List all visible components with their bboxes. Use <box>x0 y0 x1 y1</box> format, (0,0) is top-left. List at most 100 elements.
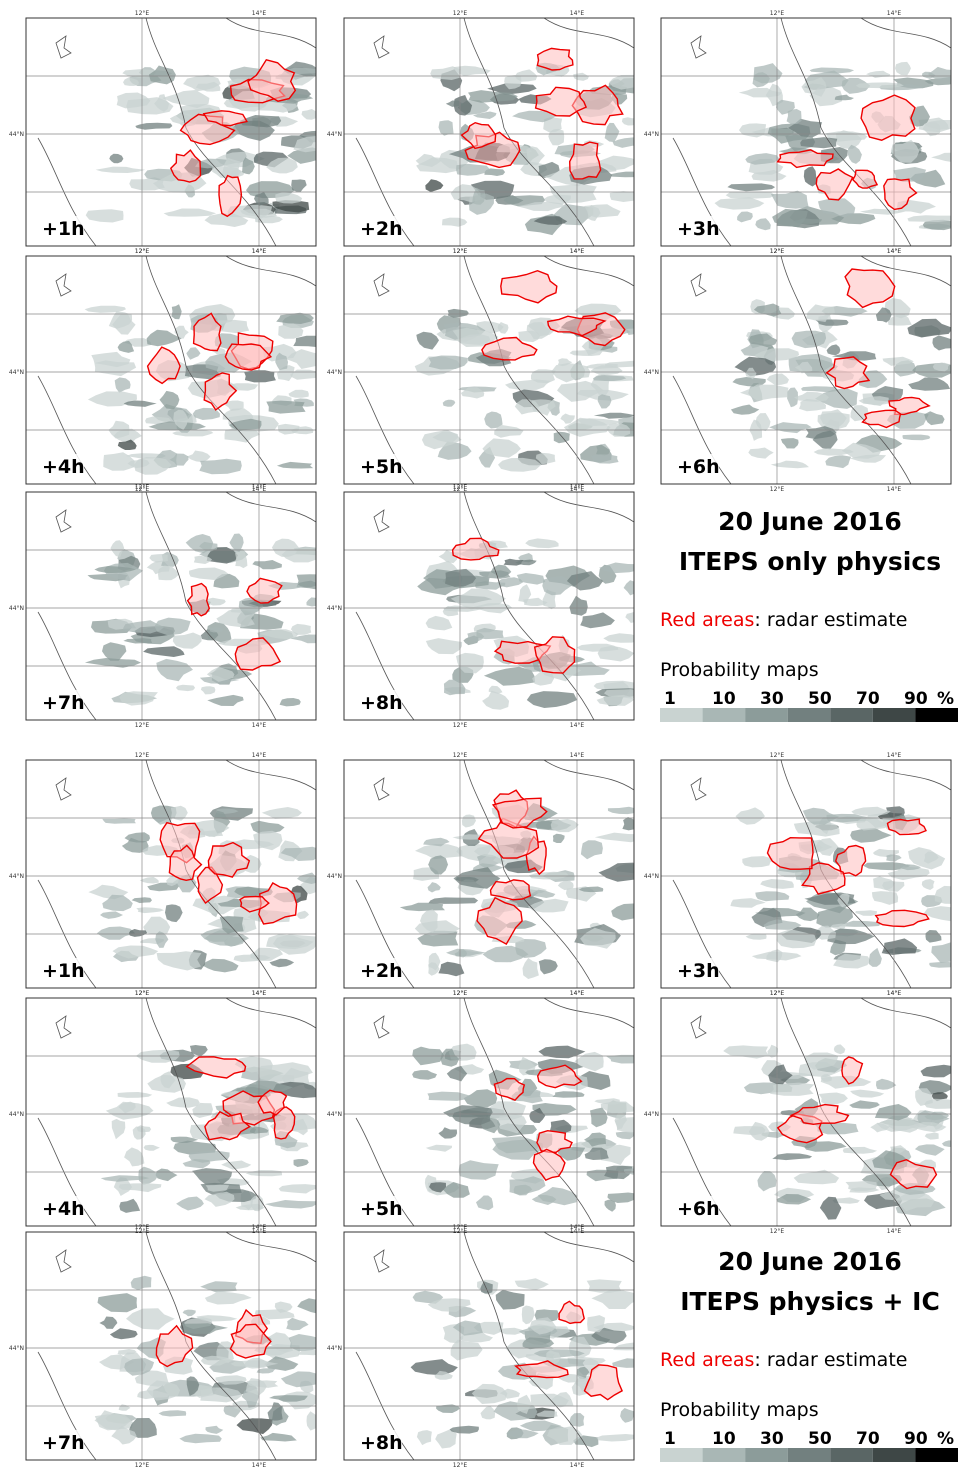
lat-label: 44°N <box>327 131 342 138</box>
lon-label: 14°E <box>887 10 902 17</box>
probability-area <box>99 1317 117 1329</box>
probability-area <box>138 1167 158 1185</box>
probability-area <box>118 440 137 451</box>
probability-area <box>610 191 656 202</box>
probability-area <box>201 686 216 694</box>
map-panel: 12°E12°E14°E14°E44°N+3h <box>644 752 964 997</box>
probability-area <box>620 1408 634 1423</box>
lon-label: 14°E <box>887 486 902 493</box>
lon-label: 12°E <box>453 484 468 491</box>
probability-area <box>569 596 587 616</box>
probability-area <box>929 962 958 968</box>
probability-area <box>715 197 765 209</box>
lat-label: 44°N <box>327 605 342 612</box>
probability-area <box>307 1411 321 1430</box>
probability-area <box>935 886 964 904</box>
lat-label: 44°N <box>644 369 659 376</box>
probability-area <box>257 1368 276 1373</box>
probability-area <box>595 833 646 843</box>
probability-area <box>115 377 131 392</box>
probability-area <box>727 183 775 191</box>
colorbar-swatch <box>703 1448 746 1462</box>
probability-area <box>736 807 766 824</box>
map-content <box>26 18 336 246</box>
map-panel: 12°E12°E14°E14°E44°N+7h <box>9 1224 329 1468</box>
probability-area <box>411 1359 458 1375</box>
lon-label: 12°E <box>453 248 468 255</box>
probability-area <box>538 1046 585 1059</box>
lat-label: 44°N <box>644 131 659 138</box>
radar-area <box>171 150 201 182</box>
probability-area <box>176 685 195 691</box>
radar-area <box>148 347 181 383</box>
probability-area <box>915 1144 945 1155</box>
probability-area <box>159 1410 187 1416</box>
probability-area <box>286 1318 308 1331</box>
probability-area <box>290 370 319 380</box>
probability-area <box>275 192 302 203</box>
lon-label: 12°E <box>135 1224 150 1231</box>
colorbar-tick: 10 <box>712 689 736 709</box>
probability-area <box>924 906 964 922</box>
probability-area <box>171 806 188 821</box>
lat-label: 44°N <box>9 605 24 612</box>
probability-area <box>922 879 935 890</box>
probability-area <box>772 1153 812 1160</box>
map-content <box>344 256 654 484</box>
colorbar-swatch <box>660 708 703 722</box>
probability-area <box>86 209 124 222</box>
lead-time: +7h <box>42 1432 85 1454</box>
map-panel: 12°E12°E14°E14°E44°N+5h <box>327 248 655 493</box>
lon-label: 12°E <box>770 752 785 759</box>
colorbar-swatch <box>915 1448 958 1462</box>
probability-area <box>149 554 168 563</box>
map-content <box>344 18 656 246</box>
probability-area <box>622 117 639 125</box>
radar-area <box>853 170 877 188</box>
probability-area <box>260 1433 297 1442</box>
lon-label: 12°E <box>135 484 150 491</box>
probability-area <box>882 938 917 955</box>
colorbar-swatch <box>788 1448 831 1462</box>
lon-label: 12°E <box>770 486 785 493</box>
lon-label: 12°E <box>135 752 150 759</box>
probability-area <box>173 633 202 649</box>
coastline <box>38 492 316 720</box>
probability-area <box>580 612 615 628</box>
probability-area <box>869 948 882 967</box>
probability-area <box>739 123 766 137</box>
probability-area <box>448 309 469 318</box>
lat-label: 44°N <box>327 873 342 880</box>
probability-area <box>412 1070 437 1080</box>
probability-area <box>731 405 759 415</box>
colorbar-tick: 10 <box>712 1429 736 1449</box>
map-panel: 12°E12°E14°E14°E44°N+7h <box>9 484 338 729</box>
colorbar-tick: 90 <box>904 1429 928 1449</box>
lead-time: +8h <box>360 692 403 714</box>
lon-label: 14°E <box>252 10 267 17</box>
radar-area <box>501 271 557 303</box>
probability-area <box>611 172 649 178</box>
probability-area <box>481 1406 496 1419</box>
lon-label: 14°E <box>570 1462 585 1468</box>
probability-area <box>612 1358 659 1368</box>
map-panel: 12°E12°E14°E14°E44°N+1h <box>9 752 331 997</box>
probability-area <box>459 1160 499 1180</box>
probability-area <box>293 336 335 348</box>
legend-prob-title: Probability maps <box>660 1399 819 1421</box>
map-content <box>344 760 646 988</box>
probability-area <box>280 698 301 706</box>
lead-time: +1h <box>42 960 85 982</box>
probability-area <box>746 934 767 940</box>
probability-area <box>428 897 478 904</box>
probability-area <box>611 904 644 921</box>
colorbar-swatch <box>830 1448 873 1462</box>
map-panel: 12°E12°E14°E14°E44°N+6h <box>644 990 961 1235</box>
probability-area <box>740 385 789 401</box>
probability-area <box>110 1328 138 1339</box>
colorbar-tick: 90 <box>904 689 928 709</box>
probability-area <box>426 616 453 631</box>
probability-area <box>908 378 950 391</box>
probability-area <box>613 137 645 148</box>
lead-time: +2h <box>360 960 403 982</box>
